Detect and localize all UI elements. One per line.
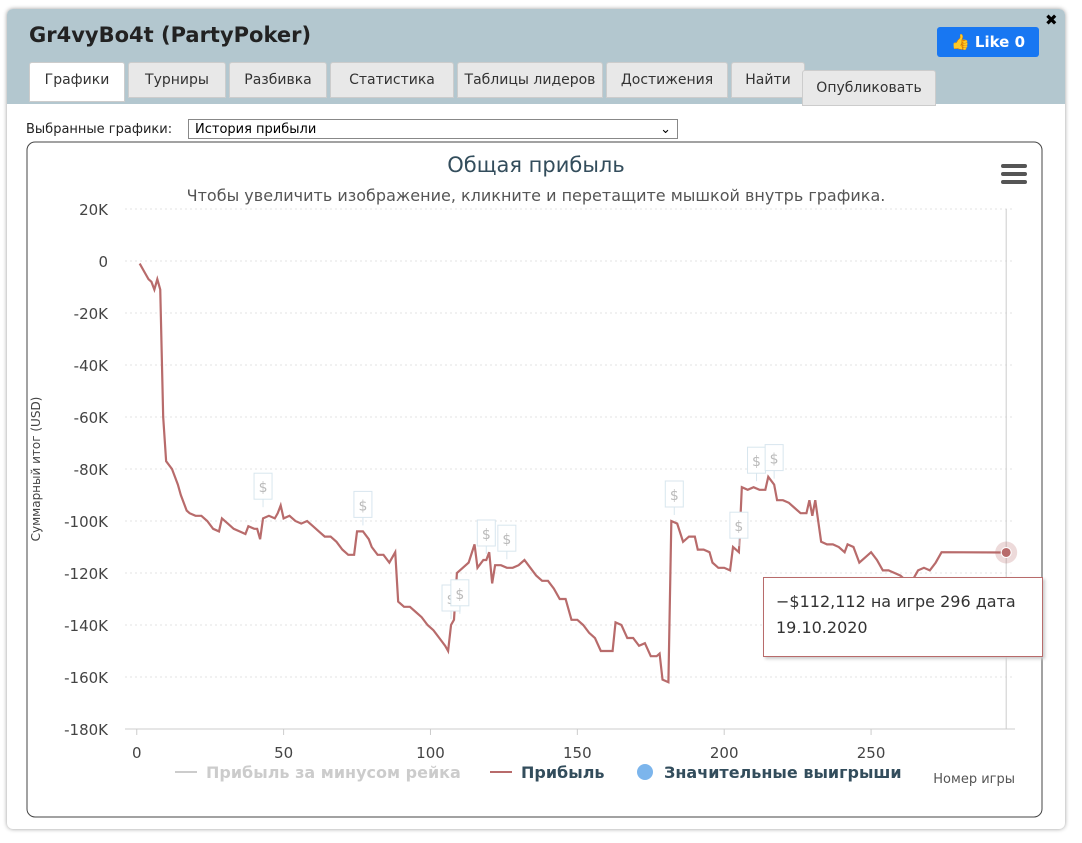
legend-label: Прибыль — [521, 763, 605, 782]
dropdown-arrow[interactable]: ⌄ — [660, 122, 671, 137]
chart-select[interactable]: История прибыли ⌄ — [188, 119, 678, 139]
x-tick-label: 50 — [274, 744, 293, 762]
legend-label: Прибыль за минусом рейка — [206, 763, 461, 782]
big-win-marker: $ — [664, 480, 684, 515]
y-tick-label: 20K — [79, 201, 109, 219]
window: Gr4vyBo4t (PartyPoker) 👍 Like 0 ✖ График… — [7, 9, 1065, 829]
marker-icon: $ — [259, 480, 268, 496]
y-tick-label: -100K — [64, 513, 109, 531]
select-value[interactable]: История прибыли — [195, 122, 317, 137]
x-tick-label: 0 — [132, 744, 142, 762]
y-tick-label: -120K — [64, 565, 109, 583]
like-text[interactable]: Like — [974, 33, 1010, 51]
like-button[interactable]: 👍 Like 0 — [937, 27, 1039, 57]
marker-icon: $ — [455, 587, 464, 603]
x-tick-label: 150 — [563, 744, 592, 762]
window-title: Gr4vyBo4t (PartyPoker) — [29, 23, 312, 47]
y-tick-label: -60K — [74, 409, 109, 427]
profit-line — [138, 263, 1007, 684]
y-tick-label: -140K — [64, 617, 109, 635]
y-tick-label: -160K — [64, 669, 109, 687]
y-tick-label: -180K — [64, 721, 109, 739]
big-win-marker: $ — [764, 444, 784, 479]
marker-icon: $ — [734, 519, 743, 535]
big-win-marker: $ — [353, 490, 373, 526]
big-win-marker: $ — [253, 472, 273, 508]
tab[interactable]: Турниры — [128, 62, 226, 98]
marker-icon: $ — [358, 498, 367, 514]
marker-icon: $ — [502, 532, 511, 548]
x-tick-label: 200 — [710, 744, 739, 762]
tab[interactable]: Статистика — [330, 62, 454, 98]
tab[interactable]: Таблицы лидеров — [457, 62, 603, 98]
big-win-marker: $ — [450, 579, 470, 614]
big-win-marker: $ — [497, 524, 517, 560]
y-tick-label: -20K — [74, 305, 109, 323]
big-win-marker: $ — [747, 446, 767, 482]
chart-title: Общая прибыль — [447, 153, 624, 177]
marker-icon: $ — [482, 527, 491, 543]
marker-icon: $ — [670, 488, 679, 504]
tab[interactable]: Достижения — [606, 62, 728, 98]
x-tick-label: 250 — [857, 744, 886, 762]
hover-point — [1000, 546, 1012, 558]
x-tick-label: 100 — [416, 744, 445, 762]
select-label: Выбранные графики: — [26, 122, 173, 137]
x-axis-label: Номер игры — [933, 772, 1015, 787]
tab[interactable]: Графики — [29, 62, 125, 102]
like-count[interactable]: 0 — [1014, 33, 1026, 51]
chart-subtitle: Чтобы увеличить изображение, кликните и … — [187, 186, 886, 205]
publish-tab[interactable]: Опубликовать — [802, 70, 936, 106]
big-win-marker: $ — [729, 511, 749, 547]
close-button[interactable]: ✖ — [1045, 11, 1058, 29]
legend-symbol — [637, 764, 653, 780]
tab[interactable]: Разбивка — [229, 62, 327, 98]
legend-label: Значительные выигрыши — [664, 763, 902, 782]
big-win-marker: $ — [476, 519, 496, 554]
y-tick-label: -80K — [74, 461, 109, 479]
y-tick-label: -40K — [74, 357, 109, 375]
tab[interactable]: Найти — [731, 62, 805, 98]
marker-icon: $ — [752, 454, 761, 470]
marker-icon: $ — [770, 452, 779, 468]
tooltip: −$112,112 на игре 296 дата 19.10.2020 — [763, 577, 1043, 657]
y-tick-label: 0 — [98, 253, 108, 271]
chart-border — [26, 141, 1043, 818]
menu-icon[interactable] — [1001, 164, 1027, 184]
y-axis-label: Суммарный итог (USD) — [29, 397, 43, 542]
